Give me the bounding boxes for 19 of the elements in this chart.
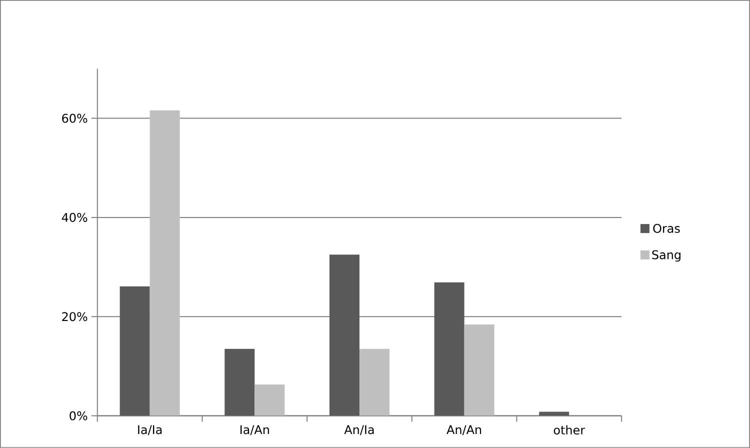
x-tick-label: Ia/Ia [138, 425, 162, 436]
bar [359, 348, 390, 416]
y-tick-label: 0% [70, 411, 88, 420]
bar [434, 282, 464, 416]
legend-label: Sang [652, 250, 680, 262]
x-tick-label: An/Ia [344, 425, 374, 436]
legend-label: Oras [653, 224, 680, 233]
x-tick-label: other [554, 425, 586, 435]
x-tick-label: An/An [446, 425, 482, 436]
bar [150, 110, 180, 416]
bar [329, 254, 360, 416]
x-tick-label: Ia/An [240, 425, 269, 436]
bar [120, 286, 150, 416]
y-tick-label: 40% [62, 212, 88, 222]
bar [224, 348, 255, 416]
y-tick-label: 20% [62, 312, 88, 322]
bar [254, 384, 285, 416]
y-tick-label: 60% [62, 114, 88, 123]
bar [464, 324, 494, 416]
